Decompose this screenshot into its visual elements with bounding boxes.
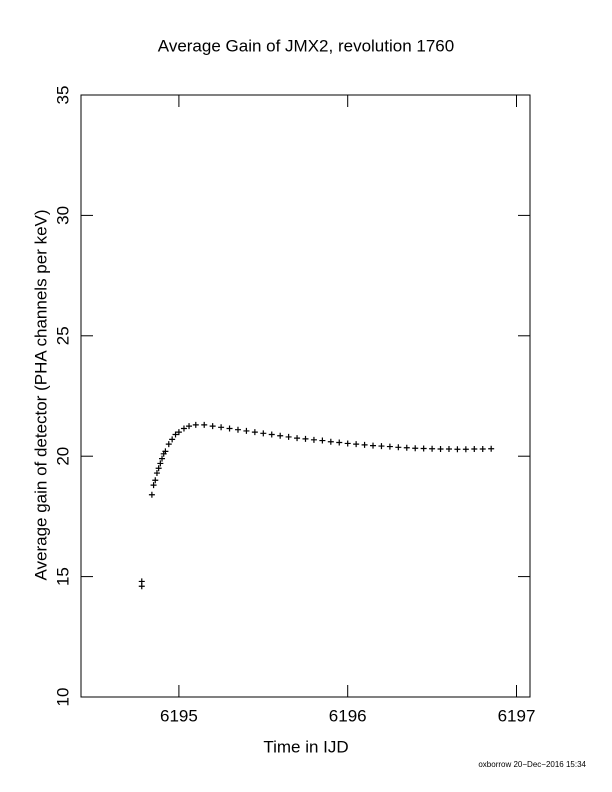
chart-title: Average Gain of JMX2, revolution 1760 — [158, 36, 454, 55]
data-point — [150, 482, 157, 489]
data-point — [251, 429, 258, 436]
data-point — [412, 445, 419, 452]
data-point — [169, 436, 176, 443]
x-axis-label: Time in IJD — [263, 737, 348, 756]
y-axis-label: Average gain of detector (PHA channels p… — [31, 209, 50, 580]
x-tick-label: 6197 — [498, 706, 536, 725]
data-point — [260, 430, 267, 437]
data-point — [353, 441, 360, 448]
y-tick-label: 35 — [53, 86, 72, 105]
x-tick-label: 6196 — [329, 706, 367, 725]
data-point — [159, 455, 166, 462]
data-point — [155, 465, 162, 472]
data-point — [172, 431, 179, 438]
data-point — [386, 443, 393, 450]
data-point — [138, 578, 145, 585]
data-point — [294, 435, 301, 442]
y-tick-label: 10 — [53, 688, 72, 707]
data-point — [370, 442, 377, 449]
data-point — [336, 439, 343, 446]
data-point — [234, 426, 241, 433]
data-point — [157, 460, 164, 467]
data-point — [186, 423, 193, 430]
data-point — [153, 470, 160, 477]
data-point — [437, 445, 444, 452]
y-tick-label: 20 — [53, 447, 72, 466]
data-point — [218, 424, 225, 431]
data-point — [361, 441, 368, 448]
data-point — [148, 491, 155, 498]
x-tick-label: 6195 — [160, 706, 198, 725]
data-point — [462, 446, 469, 453]
plot-frame — [80, 94, 531, 698]
data-point — [378, 443, 385, 450]
data-point — [420, 445, 427, 452]
data-point — [226, 425, 233, 432]
data-point — [429, 445, 436, 452]
data-point — [479, 445, 486, 452]
data-point — [162, 448, 169, 455]
data-point — [268, 431, 275, 438]
data-point — [152, 477, 159, 484]
data-point — [445, 445, 452, 452]
data-point — [454, 446, 461, 453]
y-tick-label: 25 — [53, 326, 72, 345]
data-point — [310, 436, 317, 443]
data-point — [175, 429, 182, 436]
data-point — [344, 440, 351, 447]
data-point — [403, 444, 410, 451]
data-point — [395, 444, 402, 451]
data-point — [471, 445, 478, 452]
data-point — [319, 437, 326, 444]
data-point — [302, 435, 309, 442]
data-point — [243, 427, 250, 434]
data-point — [180, 425, 187, 432]
data-point — [285, 433, 292, 440]
data-point — [192, 421, 199, 428]
y-tick-label: 30 — [53, 206, 72, 225]
data-point — [165, 441, 172, 448]
data-point — [277, 432, 284, 439]
data-point — [209, 423, 216, 430]
y-tick-label: 15 — [53, 567, 72, 586]
data-point — [488, 445, 495, 452]
annotation: oxborrow 20−Dec−2016 15:34 — [478, 760, 586, 769]
data-point — [201, 421, 208, 428]
data-point — [327, 438, 334, 445]
